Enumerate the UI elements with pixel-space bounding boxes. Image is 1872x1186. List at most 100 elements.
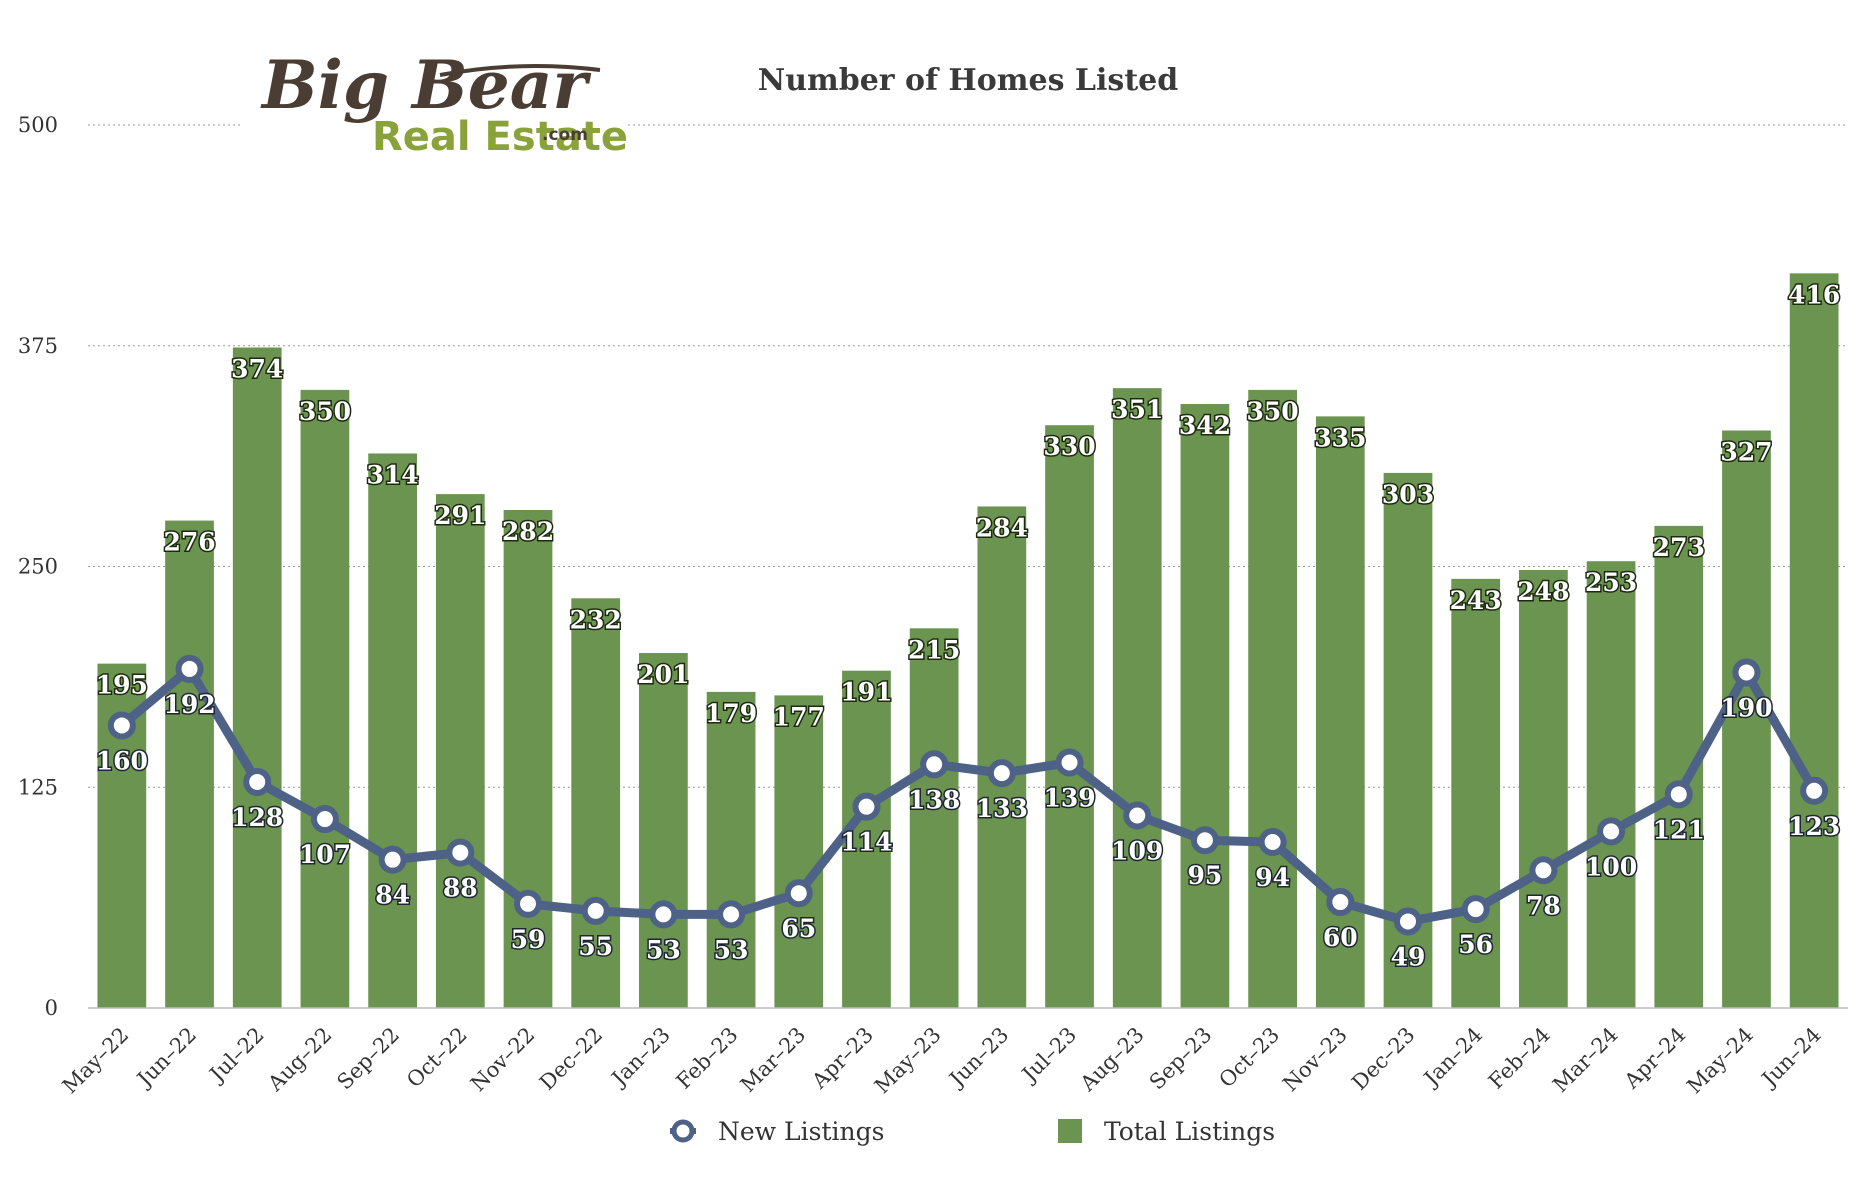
- legend-new-listings-marker: [671, 1119, 695, 1143]
- bar-data-label: 273: [1653, 533, 1705, 562]
- total-listings-labels: 195 276 374 350 314 291 282 232 201 179 177 191 215 2…: [94, 279, 1841, 733]
- bar-data-label: 374: [231, 355, 283, 384]
- line-data-label: 139: [1043, 784, 1095, 813]
- line-data-label: 56: [1458, 930, 1493, 959]
- line-data-label: 192: [163, 690, 215, 719]
- bar: [842, 670, 891, 1008]
- bar-data-label: 291: [434, 501, 486, 530]
- bar-data-label: 215: [908, 635, 960, 664]
- line-data-label: 53: [714, 935, 749, 964]
- new-listings-labels: 160 192 128 107 84 88 59 55 53 53 65 114 138 133 139 10…: [94, 688, 1841, 973]
- bar-data-label: 350: [299, 397, 351, 426]
- line-data-label: 109: [1111, 837, 1163, 866]
- line-data-label: 94: [1255, 863, 1290, 892]
- logo-script-text: Big Bear: [260, 46, 592, 124]
- line-point: [107, 711, 136, 740]
- x-tick-label: Apr–24: [1619, 1023, 1690, 1094]
- line-point: [1664, 780, 1693, 809]
- line-point: [920, 750, 949, 779]
- x-axis-ticks: May–22 Jun–22 Jul–22Aug–22Sep–22Oct–22Nov–…: [58, 1023, 1826, 1099]
- legend: New Listings Total Listings: [670, 1117, 1275, 1146]
- bar: [503, 509, 553, 1008]
- x-tick-label: Jun–22: [131, 1023, 201, 1093]
- line-data-label: 88: [443, 874, 478, 903]
- bar-data-label: 253: [1585, 568, 1637, 597]
- line-point: [1529, 856, 1558, 885]
- bar: [909, 628, 959, 1008]
- line-data-label: 128: [231, 803, 283, 832]
- y-tick-label: 0: [45, 996, 58, 1020]
- logo-suffix-text: .com: [542, 125, 588, 145]
- line-data-label: 100: [1585, 852, 1637, 881]
- line-data-label: 121: [1653, 815, 1705, 844]
- line-data-label: 190: [1720, 693, 1772, 722]
- bar: [1045, 425, 1094, 1009]
- bar: [300, 389, 350, 1008]
- line-data-label: 138: [908, 785, 960, 814]
- bar: [1586, 561, 1636, 1008]
- big-bear-logo: Big Bear Real Estate .com: [240, 40, 628, 165]
- line-point: [1461, 895, 1490, 924]
- new-listings-line: [107, 654, 1829, 936]
- bar: [1180, 404, 1230, 1008]
- bar-data-label: 282: [502, 517, 554, 546]
- line-point: [1190, 826, 1219, 855]
- y-tick-label: 125: [18, 775, 58, 799]
- x-tick-label: Jul–23: [1016, 1023, 1081, 1088]
- legend-new-listings-label: New Listings: [718, 1117, 884, 1146]
- bar: [165, 520, 214, 1008]
- bar-data-label: 416: [1788, 280, 1840, 309]
- line-point: [717, 900, 746, 929]
- line-point: [784, 879, 813, 908]
- line-point: [1123, 801, 1152, 830]
- bar-data-label: 314: [367, 460, 419, 489]
- x-tick-label: Nov–23: [1278, 1023, 1352, 1097]
- bar: [639, 653, 688, 1008]
- line-data-label: 114: [840, 828, 892, 857]
- bar-data-label: 350: [1247, 397, 1299, 426]
- x-tick-label: Aug–22: [263, 1023, 337, 1097]
- x-tick-label: May–22: [58, 1023, 134, 1099]
- line-point: [1800, 776, 1829, 805]
- line-data-label: 107: [299, 840, 351, 869]
- line-point: [1326, 888, 1355, 917]
- line-point: [649, 900, 678, 929]
- bar: [1315, 416, 1365, 1008]
- line-point: [514, 889, 542, 918]
- bar-data-label: 177: [773, 702, 825, 731]
- line-point: [1055, 748, 1084, 777]
- x-tick-label: Sep–23: [1145, 1023, 1217, 1095]
- x-tick-label: May–23: [870, 1023, 946, 1099]
- line-data-label: 78: [1526, 891, 1561, 920]
- bar: [1451, 578, 1501, 1008]
- line-data-label: 59: [511, 925, 546, 954]
- bar-data-label: 195: [96, 671, 148, 700]
- x-tick-label: Aug–23: [1075, 1023, 1149, 1097]
- bar: [706, 691, 756, 1008]
- line-point: [243, 767, 272, 796]
- x-tick-label: Dec–23: [1347, 1023, 1419, 1095]
- logo-sub-text: Real Estate: [372, 114, 628, 160]
- bar: [977, 506, 1027, 1008]
- bar: [1248, 389, 1297, 1008]
- x-tick-label: Dec–22: [535, 1023, 607, 1095]
- bar-data-label: 330: [1043, 432, 1095, 461]
- x-tick-label: Feb–24: [1484, 1023, 1555, 1094]
- line-point: [378, 845, 407, 874]
- bar: [774, 695, 824, 1008]
- line-data-label: 123: [1788, 812, 1840, 841]
- x-tick-label: Sep–22: [332, 1023, 404, 1095]
- y-axis-ticks: 0 125 250 375 500: [18, 113, 58, 1020]
- bar-data-label: 284: [976, 513, 1028, 542]
- bar: [1112, 388, 1162, 1008]
- line-data-label: 65: [781, 914, 816, 943]
- bar-data-label: 351: [1111, 395, 1163, 424]
- x-tick-label: Jul–22: [204, 1023, 269, 1088]
- line-point: [310, 805, 339, 834]
- line-point: [1394, 907, 1422, 936]
- line-data-label: 53: [646, 935, 681, 964]
- line-point: [987, 759, 1016, 788]
- y-tick-label: 250: [18, 555, 58, 579]
- line-point: [1597, 817, 1626, 846]
- x-tick-label: Jan–24: [1418, 1023, 1487, 1092]
